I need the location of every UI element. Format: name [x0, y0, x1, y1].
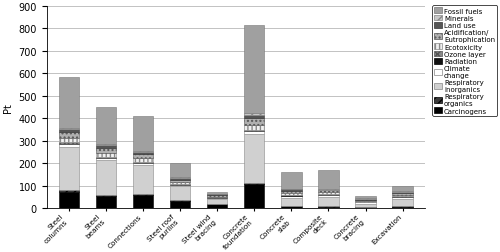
Bar	[96, 145, 116, 148]
Bar	[392, 206, 413, 207]
Bar	[170, 180, 190, 183]
Bar	[318, 207, 338, 209]
Bar	[58, 133, 79, 138]
Bar	[281, 173, 301, 189]
Bar	[244, 132, 264, 135]
Bar	[244, 131, 264, 132]
Bar	[244, 118, 264, 125]
Bar	[58, 77, 79, 128]
Bar	[207, 205, 228, 209]
Bar	[281, 206, 301, 209]
Bar	[207, 194, 228, 195]
Bar	[356, 207, 376, 209]
Bar	[133, 163, 153, 165]
Bar	[58, 143, 79, 144]
Bar	[244, 184, 264, 209]
Bar	[58, 145, 79, 147]
Bar	[392, 199, 413, 206]
Bar	[244, 26, 264, 114]
Bar	[318, 189, 338, 190]
Bar	[244, 125, 264, 130]
Bar	[356, 204, 376, 207]
Bar	[58, 144, 79, 145]
Bar	[133, 159, 153, 162]
Bar	[318, 197, 338, 206]
Bar	[281, 189, 301, 190]
Bar	[58, 138, 79, 143]
Bar	[281, 198, 301, 206]
Bar	[244, 130, 264, 131]
Bar	[170, 187, 190, 200]
Bar	[318, 190, 338, 191]
Bar	[207, 204, 228, 205]
Bar	[133, 152, 153, 154]
Bar	[58, 192, 79, 209]
Bar	[96, 161, 116, 195]
Bar	[96, 196, 116, 209]
Bar	[318, 171, 338, 189]
Bar	[170, 183, 190, 184]
Bar	[96, 157, 116, 158]
Bar	[133, 154, 153, 159]
Bar	[58, 191, 79, 192]
Bar	[133, 162, 153, 163]
Bar	[170, 178, 190, 180]
Bar	[170, 201, 190, 209]
Bar	[318, 193, 338, 194]
Bar	[392, 193, 413, 195]
Bar	[244, 114, 264, 115]
Bar	[356, 201, 376, 202]
Bar	[58, 147, 79, 191]
Bar	[356, 196, 376, 199]
Bar	[207, 197, 228, 198]
Bar	[392, 198, 413, 199]
Bar	[244, 183, 264, 184]
Bar	[392, 195, 413, 197]
Bar	[96, 159, 116, 161]
Bar	[281, 195, 301, 196]
Bar	[392, 192, 413, 193]
Bar	[318, 191, 338, 193]
Bar	[356, 200, 376, 201]
Bar	[281, 196, 301, 198]
Bar	[356, 199, 376, 200]
Bar	[392, 197, 413, 198]
Bar	[170, 177, 190, 178]
Bar	[96, 107, 116, 144]
Bar	[207, 193, 228, 194]
Bar	[133, 194, 153, 195]
Bar	[58, 130, 79, 133]
Bar	[96, 144, 116, 145]
Y-axis label: Pt: Pt	[3, 103, 13, 113]
Bar	[392, 207, 413, 209]
Bar	[392, 186, 413, 191]
Bar	[244, 135, 264, 183]
Bar	[356, 203, 376, 204]
Bar	[133, 195, 153, 209]
Bar	[170, 185, 190, 187]
Bar	[133, 165, 153, 194]
Bar	[281, 193, 301, 195]
Bar	[281, 190, 301, 191]
Bar	[96, 148, 116, 153]
Bar	[207, 198, 228, 199]
Legend: Fossil fuels, Minerals, Land use, Acidification/
Eutrophication, Ecotoxicity, Oz: Fossil fuels, Minerals, Land use, Acidif…	[432, 6, 497, 116]
Bar	[318, 194, 338, 195]
Bar	[392, 191, 413, 192]
Bar	[318, 206, 338, 207]
Bar	[318, 195, 338, 197]
Bar	[281, 191, 301, 193]
Bar	[170, 200, 190, 201]
Bar	[207, 199, 228, 204]
Bar	[244, 115, 264, 118]
Bar	[207, 195, 228, 197]
Bar	[96, 158, 116, 159]
Bar	[96, 195, 116, 196]
Bar	[133, 151, 153, 152]
Bar	[170, 184, 190, 185]
Bar	[133, 117, 153, 151]
Bar	[170, 164, 190, 177]
Bar	[58, 128, 79, 130]
Bar	[96, 153, 116, 157]
